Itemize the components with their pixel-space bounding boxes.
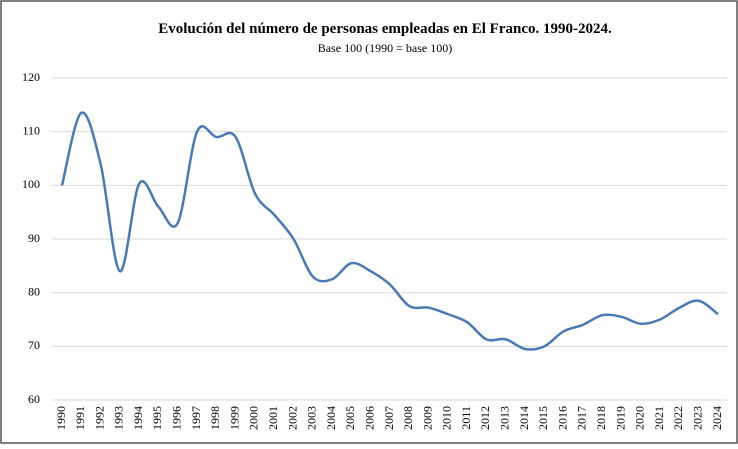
- y-tick-label: 90: [28, 231, 40, 245]
- x-tick-label: 2008: [401, 406, 415, 430]
- y-tick-label: 70: [28, 338, 40, 352]
- x-tick-label: 2000: [247, 406, 261, 430]
- x-tick-label: 2020: [633, 406, 647, 430]
- x-tick-label: 2014: [517, 406, 531, 430]
- x-tick-label: 2018: [594, 406, 608, 430]
- x-tick-label: 2013: [498, 406, 512, 430]
- x-tick-label: 1990: [54, 406, 68, 430]
- y-tick-label: 120: [22, 70, 40, 84]
- y-tick-label: 80: [28, 284, 40, 298]
- x-tick-label: 2019: [613, 406, 627, 430]
- line: [60, 111, 719, 351]
- x-tick-label: 2004: [324, 406, 338, 430]
- y-tick-label: 110: [22, 123, 40, 137]
- x-tick-label: 2006: [362, 406, 376, 430]
- x-tick-label: 2010: [440, 406, 454, 430]
- chart-subtitle: Base 100 (1990 = base 100): [318, 41, 452, 55]
- x-tick-label: 1994: [131, 406, 145, 430]
- x-tick-label: 2024: [710, 406, 724, 430]
- x-tick-label: 1993: [112, 406, 126, 430]
- x-tick-label: 2023: [690, 406, 704, 430]
- x-tick-label: 1995: [150, 406, 164, 430]
- x-tick-label: 2009: [420, 406, 434, 430]
- x-tick-label: 2022: [671, 406, 685, 430]
- x-tick-label: 1996: [170, 406, 184, 430]
- x-tick-label: 1997: [189, 406, 203, 430]
- x-tick-label: 2016: [555, 406, 569, 430]
- y-tick-label: 100: [22, 177, 40, 191]
- x-tick-label: 1992: [92, 406, 106, 430]
- x-tick-label: 1998: [208, 406, 222, 430]
- x-tick-label: 2003: [305, 406, 319, 430]
- x-tick-label: 2007: [382, 406, 396, 430]
- x-tick-label: 2017: [575, 406, 589, 430]
- x-tick-label: 1999: [227, 406, 241, 430]
- y-tick-label: 60: [28, 392, 40, 406]
- x-tick-label: 2005: [343, 406, 357, 430]
- x-tick-label: 1991: [73, 406, 87, 430]
- x-tick-label: 2011: [459, 406, 473, 430]
- chart-title: Evolución del número de personas emplead…: [158, 21, 612, 37]
- x-tick-label: 2015: [536, 406, 550, 430]
- x-tick-label: 2012: [478, 406, 492, 430]
- x-tick-label: 2002: [285, 406, 299, 430]
- x-tick-label: 2001: [266, 406, 280, 430]
- x-tick-label: 2021: [652, 406, 666, 430]
